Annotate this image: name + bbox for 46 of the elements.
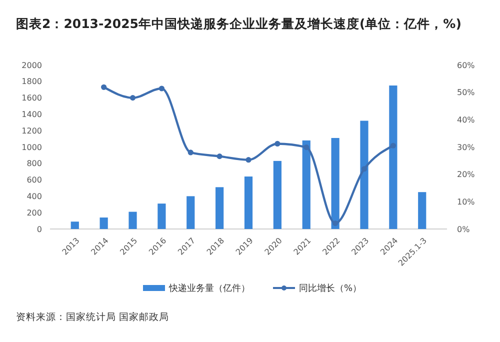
y-tick-label: 1800 (22, 77, 42, 86)
bar (70, 222, 79, 229)
bar (100, 218, 108, 229)
y-tick-label: 400 (26, 192, 42, 201)
bar (244, 176, 253, 229)
point (332, 220, 338, 226)
bar (273, 160, 282, 229)
y2-tick-label: 0% (457, 224, 470, 234)
y-tick-label: 0 (36, 224, 42, 234)
point (246, 157, 252, 163)
bar (331, 138, 340, 229)
y2-tick-label: 40% (457, 115, 476, 124)
bar (389, 86, 398, 229)
point (101, 84, 107, 90)
y-tick-label: 1400 (22, 110, 42, 119)
y2-tick-label: 60% (457, 60, 476, 70)
y2-tick-label: 20% (457, 170, 476, 180)
point (274, 140, 280, 147)
point (130, 95, 136, 101)
y2-tick-label: 10% (457, 197, 476, 206)
bar (158, 204, 166, 229)
point (216, 153, 222, 160)
y-tick-label: 200 (26, 208, 42, 218)
point (188, 150, 194, 156)
point (390, 142, 396, 148)
bar (216, 187, 224, 229)
y-tick-label: 1600 (22, 94, 42, 103)
point (158, 86, 164, 92)
legend-label: 快递业务量（亿件） (168, 283, 250, 294)
y-tick-label: 800 (26, 159, 42, 168)
y-tick-label: 1200 (22, 126, 42, 136)
bar (302, 140, 310, 229)
bar (360, 120, 368, 229)
bar (418, 192, 426, 229)
text: 资料来源：国家统计局 国家邮政局 (16, 311, 170, 323)
legend-label: 同比增长（%） (299, 283, 362, 294)
y2-tick-label: 50% (457, 88, 476, 98)
y-tick-label: 600 (26, 176, 42, 185)
y2-tick-label: 30% (457, 142, 476, 152)
bar (186, 196, 195, 229)
point (361, 166, 368, 172)
point (304, 144, 310, 150)
y-tick-label: 1000 (22, 142, 42, 152)
chart-title: 图表2：2013-2025年中国快递服务企业业务量及增长速度(单位：亿件，%) (16, 16, 462, 31)
bar (128, 212, 137, 229)
y-tick-label: 2000 (22, 60, 42, 70)
